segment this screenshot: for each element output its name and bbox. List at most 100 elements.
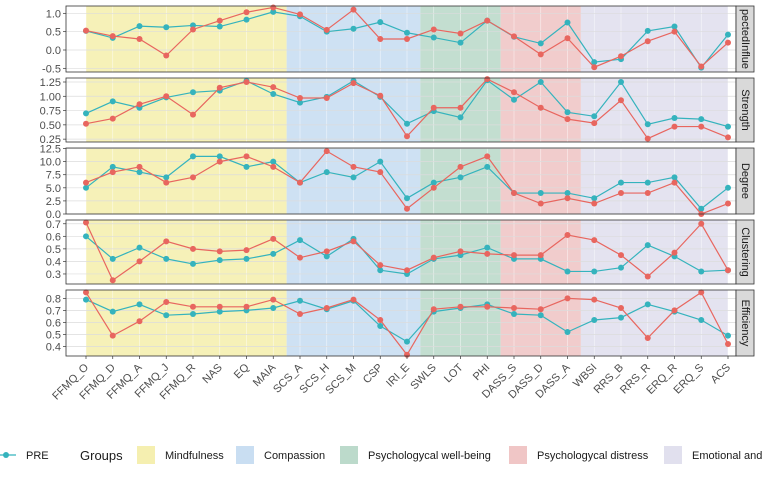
point-post-acs xyxy=(725,267,731,274)
x-tick-label-csp: CSP xyxy=(361,362,385,386)
point-pre-maia xyxy=(270,91,277,97)
point-pre-rrs_b xyxy=(618,264,624,271)
point-post-ffmq_o xyxy=(83,120,89,127)
point-post-erq_r xyxy=(671,28,678,35)
point-post-scs_h xyxy=(323,148,330,155)
point-post-lot xyxy=(457,248,464,255)
point-post-eq xyxy=(243,9,250,16)
point-post-wbsi xyxy=(591,237,598,244)
x-tick-label-nas: NAS xyxy=(200,362,224,386)
point-post-acs xyxy=(725,134,731,141)
point-post-phi xyxy=(484,250,491,257)
point-post-csp xyxy=(377,317,384,323)
point-post-dass_a xyxy=(564,295,571,302)
point-post-lot xyxy=(457,163,464,170)
point-post-scs_m xyxy=(350,6,357,13)
y-tick-label: 0.5 xyxy=(46,27,61,39)
point-pre-ffmq_a xyxy=(136,301,143,308)
point-pre-wbsi xyxy=(591,317,598,323)
point-post-phi xyxy=(484,76,491,83)
y-tick-label: 0.25 xyxy=(40,134,61,146)
point-pre-lot xyxy=(457,39,464,46)
point-post-ffmq_d xyxy=(109,115,116,122)
point-pre-rrs_r xyxy=(644,242,651,249)
point-post-maia xyxy=(270,84,277,91)
panel-1: 1.25 1.00 0.75 0.50 0.25 Strength xyxy=(40,76,755,146)
y-tick-label: 0.7 xyxy=(46,305,61,317)
point-pre-dass_a xyxy=(564,190,571,197)
group-band-0 xyxy=(86,290,287,356)
point-pre-eq xyxy=(243,255,250,262)
point-post-lot xyxy=(457,303,464,310)
point-post-dass_s xyxy=(511,89,517,96)
point-post-ffmq_j xyxy=(163,93,170,100)
legend-key-0 xyxy=(137,446,155,464)
point-pre-erq_s xyxy=(698,205,705,212)
point-post-ffmq_r xyxy=(190,303,196,310)
group-band-4 xyxy=(580,220,728,284)
y-tick-label: 5.0 xyxy=(46,183,61,195)
point-post-dass_d xyxy=(537,200,544,207)
point-post-scs_h xyxy=(323,26,330,33)
point-pre-acs xyxy=(725,332,731,339)
point-pre-csp xyxy=(377,267,384,274)
y-tick-label: 0.50 xyxy=(40,120,61,132)
facet-strip-label: Efficiency xyxy=(739,300,751,347)
x-tick-label-erq_s: ERQ_S xyxy=(672,362,707,397)
point-post-dass_s xyxy=(511,190,517,197)
point-pre-wbsi xyxy=(591,195,598,202)
point-post-wbsi xyxy=(591,120,598,127)
panel-0: 1.0 0.5 0.0 -0.5 pectedInflue xyxy=(42,4,755,75)
point-post-phi xyxy=(484,153,491,160)
y-tick-label: 0.75 xyxy=(40,106,61,118)
point-post-ffmq_o xyxy=(83,179,89,186)
point-pre-phi xyxy=(484,163,491,170)
point-pre-dass_d xyxy=(537,40,544,47)
point-post-lot xyxy=(457,30,464,37)
x-tick-label-phi: PHI xyxy=(471,362,492,383)
point-pre-scs_h xyxy=(323,169,330,176)
point-post-ffmq_o xyxy=(83,27,89,34)
point-post-dass_a xyxy=(564,116,571,123)
point-post-scs_a xyxy=(297,179,303,186)
point-pre-dass_d xyxy=(537,312,544,319)
point-post-rrs_r xyxy=(644,135,651,142)
point-pre-ffmq_r xyxy=(190,89,196,96)
y-tick-label: 0.5 xyxy=(46,329,61,341)
point-post-dass_s xyxy=(511,252,517,259)
facet-strip-label: Strength xyxy=(739,89,751,131)
point-post-acs xyxy=(725,39,731,46)
point-post-phi xyxy=(484,17,491,24)
y-tick-label: 0.6 xyxy=(46,317,61,329)
point-pre-ffmq_d xyxy=(109,255,116,262)
group-band-4 xyxy=(580,290,728,356)
point-post-ffmq_a xyxy=(136,318,143,325)
point-post-acs xyxy=(725,341,731,347)
point-pre-scs_m xyxy=(350,174,357,181)
legend: PRE Groups Mindfulness Compassion Psychology… xyxy=(0,446,762,464)
point-pre-wbsi xyxy=(591,59,598,66)
point-post-dass_a xyxy=(564,195,571,202)
panels-layer: 1.0 0.5 0.0 -0.5 pectedInflue 1.25 1.00 0.75 0.5… xyxy=(40,4,755,358)
point-pre-iri_e xyxy=(404,195,410,202)
point-pre-eq xyxy=(243,16,250,23)
legend-group-label-4: Emotional and xyxy=(692,450,762,462)
legend-groups-title: Groups xyxy=(80,448,123,463)
point-post-iri_e xyxy=(404,133,410,140)
legend-key-4 xyxy=(664,446,682,464)
point-pre-ffmq_r xyxy=(190,153,196,160)
point-pre-rrs_b xyxy=(618,79,624,85)
point-post-erq_s xyxy=(698,123,705,130)
point-post-dass_a xyxy=(564,35,571,42)
y-tick-label: 0.0 xyxy=(46,45,61,57)
point-post-ffmq_d xyxy=(109,277,116,284)
legend-key-2 xyxy=(340,446,358,464)
point-pre-ffmq_d xyxy=(109,308,116,315)
point-post-eq xyxy=(243,247,250,254)
point-post-ffmq_j xyxy=(163,238,170,245)
y-tick-label: 0.0 xyxy=(46,209,61,221)
facet-strip xyxy=(735,77,755,143)
point-post-maia xyxy=(270,163,277,170)
